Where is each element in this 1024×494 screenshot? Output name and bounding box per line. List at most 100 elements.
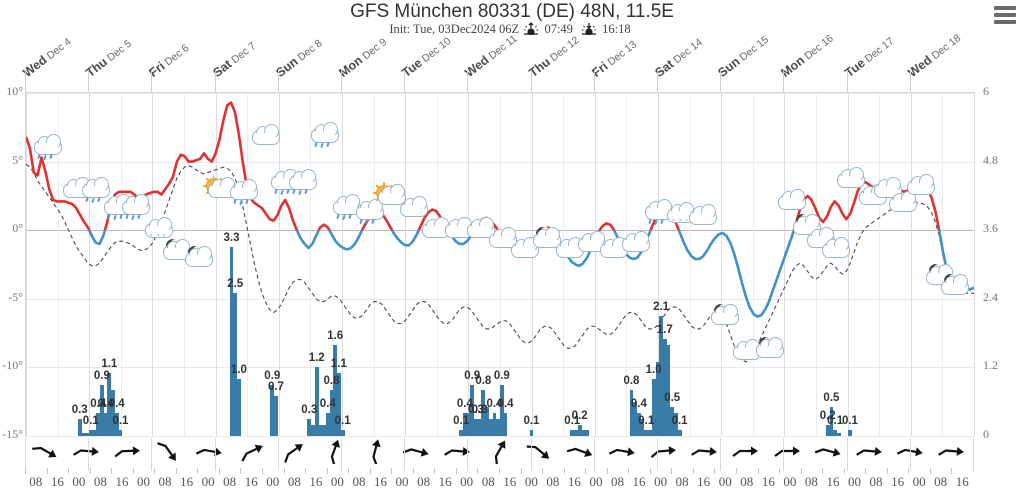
precip-value-label: 0.1 xyxy=(82,415,99,428)
hour-tick xyxy=(822,468,824,474)
precip-bar xyxy=(655,361,660,436)
y-axis-tick-left: 10° xyxy=(6,84,23,98)
cloud-fill xyxy=(187,255,210,263)
gridline-day xyxy=(342,93,343,436)
gridline-day xyxy=(532,93,533,436)
wind-arrow xyxy=(157,442,177,461)
hour-label: 16 xyxy=(438,474,452,489)
precip-bar xyxy=(103,413,108,436)
precip-bar xyxy=(677,430,682,436)
precip-bar xyxy=(459,430,464,436)
hour-label: 08 xyxy=(740,474,754,489)
precip-bar xyxy=(629,390,634,436)
day-date: Dec 10 xyxy=(417,35,454,67)
precip-value-label: 0.4 xyxy=(456,398,473,411)
day-date: Dec 12 xyxy=(545,34,582,66)
moon-cloud-icon xyxy=(183,246,214,270)
wind-arrow xyxy=(72,446,99,456)
precip-bar xyxy=(662,338,667,436)
precip-bar xyxy=(481,390,486,436)
y-axis-tick-left: -15° xyxy=(2,427,23,441)
hour-tick xyxy=(477,468,479,474)
hour-tick xyxy=(757,468,759,474)
precip-value-label: 0.8 xyxy=(623,375,640,388)
day-label: Fri Dec 6 xyxy=(147,40,192,80)
precip-value-label: 0.9 xyxy=(93,369,110,382)
wind-arrow xyxy=(773,446,800,457)
precip-bar xyxy=(492,413,497,436)
gridline-day xyxy=(26,93,27,436)
gridline-horizontal xyxy=(26,436,974,437)
day-date: Dec 11 xyxy=(484,32,520,64)
cloud-fill xyxy=(357,208,380,216)
wind-arrow xyxy=(31,446,56,458)
wind-separator xyxy=(25,438,26,471)
hour-label: 16 xyxy=(180,474,194,489)
hamburger-menu-icon[interactable] xyxy=(992,5,1018,29)
wind-arrow xyxy=(897,447,923,457)
cloud-fill xyxy=(105,203,128,211)
wind-arrow xyxy=(608,447,635,457)
cloud-fill xyxy=(757,346,780,354)
cloud-icon xyxy=(443,217,473,241)
hour-tick xyxy=(283,468,285,474)
precip-value-label: 0.1 xyxy=(638,415,655,428)
day-label: Wed Dec 4 xyxy=(20,34,73,80)
precip-bar xyxy=(322,424,327,436)
precip-value-label: 0.8 xyxy=(475,375,492,388)
moon-cloud-icon xyxy=(754,337,784,361)
temperature-curve-warm xyxy=(26,101,941,231)
hour-label: 08 xyxy=(223,474,237,489)
precip-value-label: 0.4 xyxy=(497,398,514,411)
hour-label: 00 xyxy=(524,474,538,489)
precip-bar xyxy=(644,430,649,436)
precip-bar xyxy=(229,247,234,436)
gridline-halfday xyxy=(247,93,248,436)
cloud-icon xyxy=(887,191,917,215)
cloud-rain-icon xyxy=(643,199,673,226)
precip-value-label: 0.1 xyxy=(334,415,351,428)
day-tick xyxy=(720,70,722,92)
hour-label: 08 xyxy=(546,474,560,489)
hour-label: 00 xyxy=(395,474,409,489)
hour-label: 00 xyxy=(848,474,861,489)
precip-bar xyxy=(529,430,534,436)
precip-bar xyxy=(577,424,582,436)
wind-separator xyxy=(88,438,89,471)
precip-value-label: 1.0 xyxy=(230,363,247,376)
hour-label: 08 xyxy=(417,474,431,489)
cloud-fill xyxy=(861,193,884,201)
hour-label: 16 xyxy=(244,474,258,489)
cloud-icon xyxy=(731,339,762,363)
y-axis-tick-left: 0° xyxy=(12,221,23,236)
hour-label: 16 xyxy=(761,474,775,489)
precip-bar xyxy=(825,424,830,436)
precip-bar xyxy=(88,430,93,436)
cloud-icon xyxy=(465,217,495,241)
sun-ray xyxy=(212,175,215,179)
hour-tick xyxy=(434,468,436,474)
precip-value-label: 0.1 xyxy=(671,415,688,428)
cloud-fill xyxy=(165,248,188,256)
cloud-fill xyxy=(254,133,276,141)
precip-bar xyxy=(836,433,841,436)
hour-label: 08 xyxy=(611,474,624,489)
precip-bar xyxy=(474,418,478,436)
precip-value-label: 0.2 xyxy=(819,409,836,422)
cloud-fill xyxy=(491,236,513,244)
hour-tick xyxy=(542,468,544,474)
precip-value-label: 0.4 xyxy=(108,398,125,411)
hour-tick xyxy=(520,468,522,474)
hour-label: 16 xyxy=(826,474,840,489)
wind-arrow xyxy=(402,447,429,457)
cloud-fill xyxy=(379,193,402,201)
day-tick xyxy=(88,70,90,92)
precip-value-label: 0.3 xyxy=(71,403,88,416)
gridline-halfday xyxy=(58,93,59,436)
hour-label: 16 xyxy=(632,474,646,489)
precip-value-label: 0.1 xyxy=(827,415,844,428)
precip-bar xyxy=(485,407,489,436)
precip-value-label: 1.0 xyxy=(645,363,662,376)
precip-value-label: 0.9 xyxy=(464,369,481,382)
hour-tick xyxy=(800,468,802,474)
